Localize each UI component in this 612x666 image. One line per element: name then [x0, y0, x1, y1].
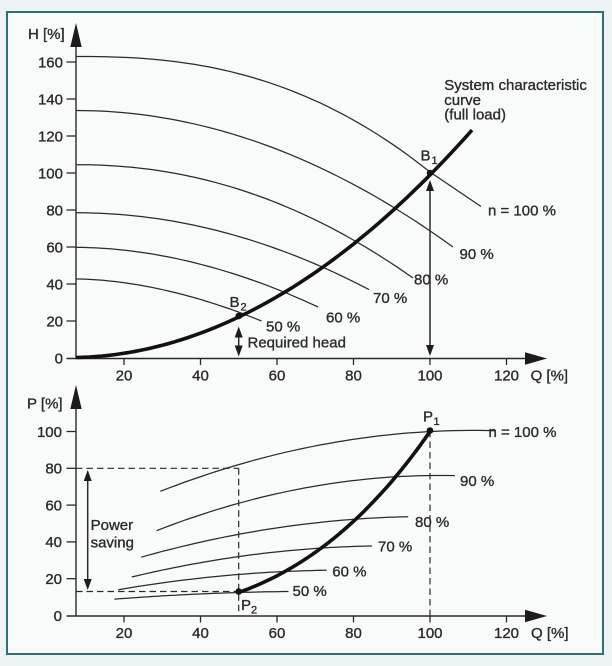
svg-text:Q [%]: Q [%]	[531, 625, 569, 642]
svg-text:60: 60	[45, 497, 62, 514]
svg-text:80 %: 80 %	[414, 271, 448, 288]
svg-text:40: 40	[45, 534, 62, 551]
svg-text:B: B	[421, 148, 431, 165]
svg-text:60: 60	[269, 625, 286, 642]
svg-text:0: 0	[54, 608, 62, 625]
svg-text:20: 20	[46, 313, 63, 330]
svg-text:40: 40	[192, 625, 209, 642]
svg-text:Power: Power	[91, 517, 134, 534]
svg-text:20: 20	[116, 625, 133, 642]
svg-text:50 %: 50 %	[293, 583, 327, 600]
svg-text:90 %: 90 %	[460, 473, 494, 490]
svg-text:20: 20	[116, 368, 133, 385]
svg-text:140: 140	[38, 91, 63, 108]
svg-text:2: 2	[251, 605, 257, 617]
svg-text:60 %: 60 %	[332, 563, 366, 580]
svg-text:80 %: 80 %	[415, 514, 449, 531]
svg-text:2: 2	[241, 302, 247, 314]
svg-text:60: 60	[46, 239, 63, 256]
svg-text:P [%]: P [%]	[27, 396, 63, 413]
svg-text:80: 80	[45, 461, 62, 478]
svg-text:120: 120	[494, 368, 519, 385]
svg-text:100: 100	[38, 165, 63, 182]
svg-text:System characteristic: System characteristic	[444, 77, 587, 94]
svg-text:B: B	[230, 294, 240, 311]
svg-text:curve: curve	[444, 92, 481, 109]
svg-text:60 %: 60 %	[326, 309, 360, 326]
svg-text:20: 20	[45, 571, 62, 588]
svg-text:saving: saving	[91, 535, 134, 552]
svg-text:1: 1	[434, 416, 440, 428]
svg-text:70 %: 70 %	[373, 290, 407, 307]
svg-text:40: 40	[46, 276, 63, 293]
svg-text:Required head: Required head	[248, 335, 346, 352]
svg-text:80: 80	[345, 368, 362, 385]
svg-text:80: 80	[345, 625, 362, 642]
svg-text:P: P	[241, 597, 251, 614]
svg-text:100: 100	[417, 368, 442, 385]
svg-text:100: 100	[417, 625, 442, 642]
svg-text:H [%]: H [%]	[28, 26, 65, 43]
svg-text:160: 160	[38, 54, 63, 71]
svg-text:70 %: 70 %	[378, 539, 412, 556]
svg-text:(full load): (full load)	[444, 106, 506, 123]
svg-text:Q [%]: Q [%]	[531, 368, 569, 385]
svg-text:80: 80	[46, 202, 63, 219]
svg-text:0: 0	[55, 350, 63, 367]
svg-text:P: P	[423, 409, 433, 426]
svg-text:40: 40	[192, 368, 209, 385]
svg-text:n = 100 %: n = 100 %	[489, 424, 557, 441]
svg-text:60: 60	[269, 368, 286, 385]
svg-text:120: 120	[38, 128, 63, 145]
svg-text:1: 1	[432, 155, 438, 167]
svg-text:120: 120	[494, 625, 519, 642]
svg-text:90 %: 90 %	[460, 246, 494, 263]
svg-text:100: 100	[37, 424, 62, 441]
svg-text:n = 100 %: n = 100 %	[488, 202, 556, 219]
svg-text:50 %: 50 %	[266, 318, 300, 335]
